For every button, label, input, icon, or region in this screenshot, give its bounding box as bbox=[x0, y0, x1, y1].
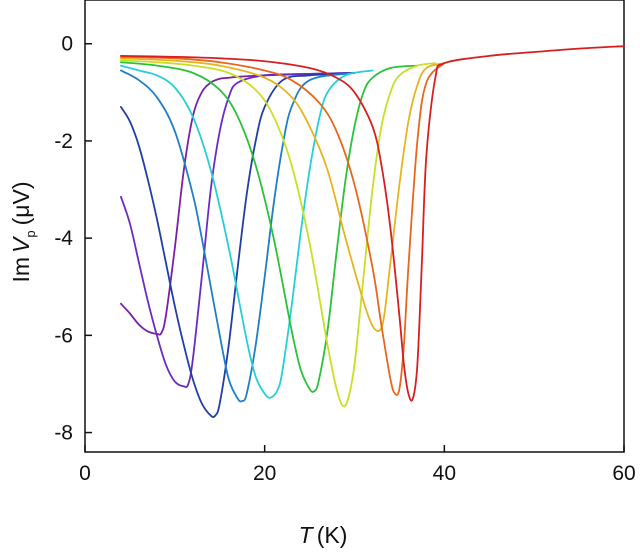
series-line-4 bbox=[120, 69, 356, 403]
series-line-2 bbox=[120, 72, 356, 388]
x-axis-ticks: 0 20 40 60 bbox=[79, 445, 636, 485]
series-line-5 bbox=[120, 64, 374, 399]
series-layer bbox=[120, 45, 625, 418]
x-tick-label: 0 bbox=[79, 462, 91, 485]
x-tick-label: 40 bbox=[433, 462, 456, 485]
y-axis-ticks: 0 -2 -4 -6 -8 bbox=[54, 33, 92, 445]
series-line-9 bbox=[120, 55, 446, 396]
series-line-10 bbox=[120, 45, 625, 402]
y-tick-label: -2 bbox=[54, 130, 73, 153]
y-tick-label: 0 bbox=[61, 33, 73, 56]
y-tick-label: -8 bbox=[54, 422, 73, 445]
x-tick-label: 20 bbox=[253, 462, 276, 485]
plot-frame bbox=[84, 0, 625, 453]
y-tick-label: -6 bbox=[54, 324, 73, 347]
series-line-6 bbox=[120, 61, 419, 393]
series-line-7 bbox=[120, 59, 437, 408]
y-axis-label: ImVp(μV) bbox=[8, 181, 38, 282]
series-line-8 bbox=[120, 57, 446, 332]
y-tick-label: -4 bbox=[54, 227, 73, 250]
series-line-3 bbox=[120, 72, 356, 418]
x-axis-label: T (K) bbox=[299, 522, 348, 548]
x-tick-label: 60 bbox=[612, 462, 635, 485]
